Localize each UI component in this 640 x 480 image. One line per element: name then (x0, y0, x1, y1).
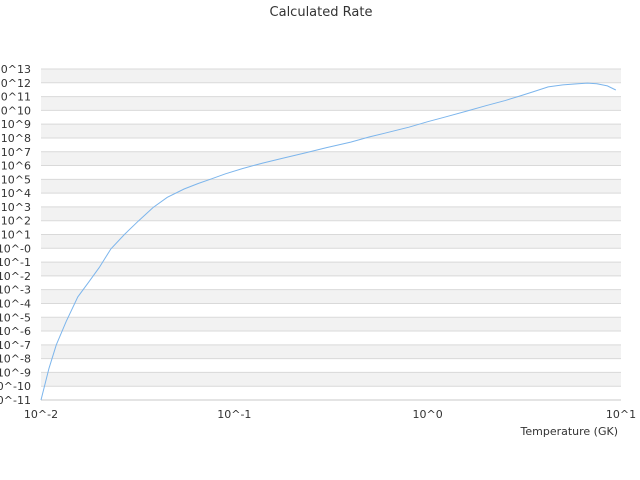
y-tick-label: 10^10 (0, 104, 31, 117)
x-axis-title: Temperature (GK) (520, 425, 619, 438)
plot-band (41, 96, 621, 111)
y-tick-label: 10^5 (1, 173, 31, 186)
plot-band (41, 234, 621, 249)
y-tick-label: 10^2 (1, 215, 31, 228)
series-line (40, 82, 617, 401)
y-tick-label: 10^-7 (0, 339, 31, 352)
x-tick-label: 10^-1 (217, 408, 251, 421)
x-tick-label: 10^0 (413, 408, 443, 421)
gridlines (41, 68, 621, 401)
plot-band (41, 344, 621, 359)
plot-band (41, 124, 621, 138)
y-tick-label: 10^-3 (0, 284, 31, 297)
y-tick-label: 10^7 (1, 146, 31, 159)
y-tick-label: 10^11 (0, 91, 31, 104)
y-tick-label: 10^3 (1, 201, 31, 214)
y-tick-labels: 10^-1110^-1010^-910^-810^-710^-610^-510^… (0, 63, 31, 407)
plot-bands (41, 69, 621, 387)
x-tick-label: 10^1 (606, 408, 636, 421)
y-tick-label: 10^-1 (0, 256, 31, 269)
y-tick-label: 10^8 (1, 132, 31, 145)
y-tick-label: 10^1 (1, 229, 31, 242)
y-tick-label: 10^-4 (0, 297, 31, 310)
y-tick-label: 10^-9 (0, 366, 31, 379)
y-tick-label: 10^-11 (0, 394, 31, 407)
x-tick-labels: 10^-2 10^-1 10^0 10^1 (24, 408, 636, 421)
y-tick-label: 10^9 (1, 118, 31, 131)
y-tick-label: 10^4 (1, 187, 31, 200)
y-tick-label: 10^-8 (0, 353, 31, 366)
plot-band (41, 262, 621, 276)
plot-band (41, 206, 621, 221)
plot-band (41, 69, 621, 83)
y-tick-label: 10^-0 (0, 242, 31, 255)
y-tick-label: 10^12 (0, 77, 31, 90)
plot-band (41, 151, 621, 166)
y-tick-label: 10^-2 (0, 270, 31, 283)
y-tick-label: 10^-6 (0, 325, 31, 338)
chart-title: Calculated Rate (270, 5, 373, 20)
y-tick-label: 10^13 (0, 63, 31, 76)
plot-band (41, 179, 621, 194)
plot-band (41, 289, 621, 304)
y-tick-label: 10^6 (1, 160, 31, 173)
plot-band (41, 317, 621, 332)
y-tick-label: 10^-10 (0, 380, 31, 393)
y-tick-label: 10^-5 (0, 311, 31, 324)
plot-band (41, 372, 621, 387)
x-tick-label: 10^-2 (24, 408, 58, 421)
